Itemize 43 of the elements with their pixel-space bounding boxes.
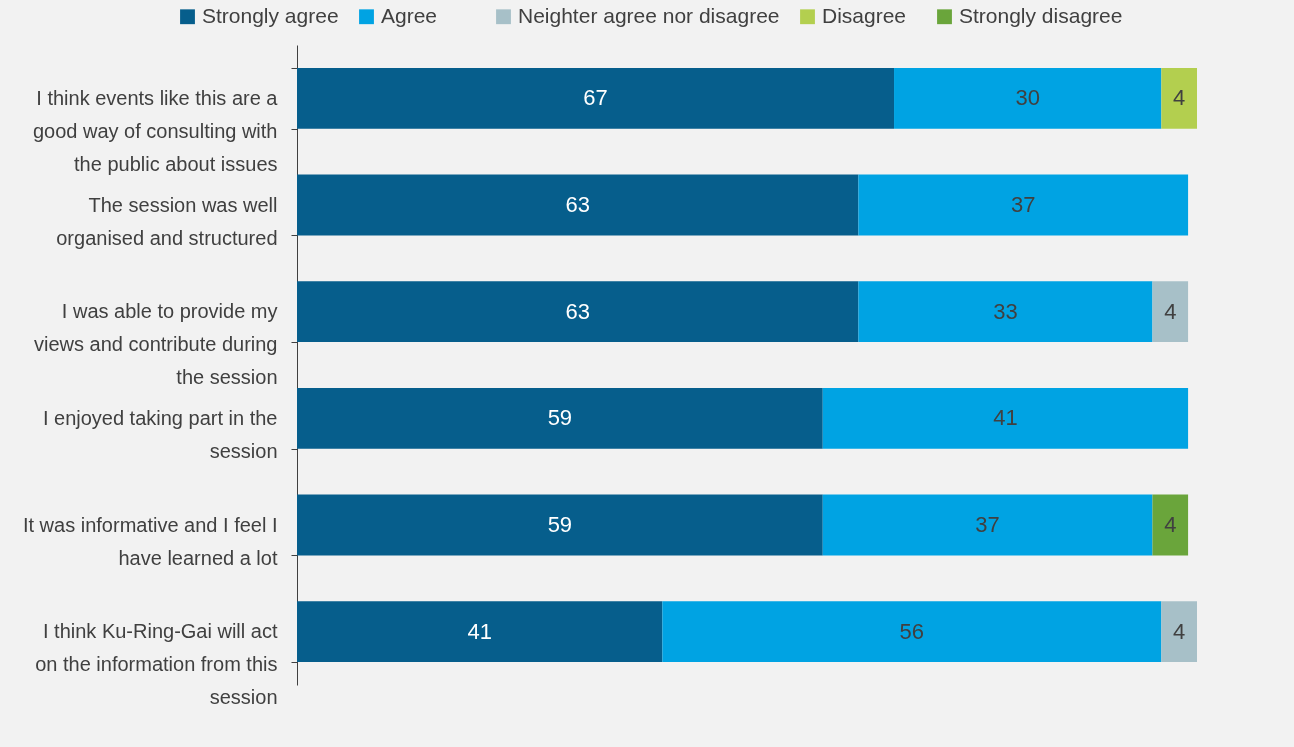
bar [297, 494, 823, 556]
data-label: 63 [565, 298, 590, 324]
bar [1161, 601, 1197, 663]
data-label: 63 [565, 192, 590, 217]
y-tick-label: I think events like this are a good way of consulting with the public about issues [32, 86, 279, 175]
data-label: 41 [993, 405, 1018, 431]
data-label: 4 [1173, 618, 1186, 644]
bar [297, 67, 895, 129]
bar [297, 601, 663, 663]
bar [822, 387, 1189, 449]
legend-label: Disagree [822, 3, 907, 27]
bar [1152, 281, 1189, 343]
data-label: 56 [899, 618, 925, 644]
y-tick-label: It was informative and I feel I have learned a lot [22, 513, 278, 569]
bar [894, 67, 1162, 129]
legend-label: Agree [381, 3, 438, 27]
bar [858, 281, 1153, 343]
bar [662, 601, 1162, 663]
data-label: 30 [1015, 85, 1040, 111]
legend-label: Strongly agree [202, 3, 339, 27]
data-label: 59 [547, 512, 573, 537]
bar [1152, 494, 1189, 556]
y-tick-label: I think Ku-Ring-Gai will act on the information from this session [35, 620, 278, 709]
data-label: 67 [583, 85, 608, 111]
bar [822, 494, 1153, 556]
y-tick-label: I enjoyed taking part in the session [42, 406, 278, 462]
legend-label: Strongly disagree [959, 3, 1123, 27]
y-tick-label: I was able to provide my views and contribute during the session [34, 300, 278, 389]
data-label: 4 [1164, 512, 1177, 537]
bar [297, 174, 859, 236]
bar [858, 174, 1189, 236]
data-label: 37 [1011, 192, 1036, 217]
data-label: 37 [975, 512, 1000, 537]
legend-label: Neighter agree nor disagree [518, 3, 780, 27]
data-label: 4 [1173, 85, 1186, 111]
data-label: 33 [993, 298, 1018, 324]
bar [297, 387, 823, 449]
y-tick-label: The session was well organised and structured [56, 193, 278, 249]
data-label: 41 [467, 618, 492, 644]
bar [297, 281, 859, 343]
data-label: 4 [1164, 298, 1177, 324]
bar [1161, 67, 1197, 129]
data-label: 59 [547, 405, 573, 431]
